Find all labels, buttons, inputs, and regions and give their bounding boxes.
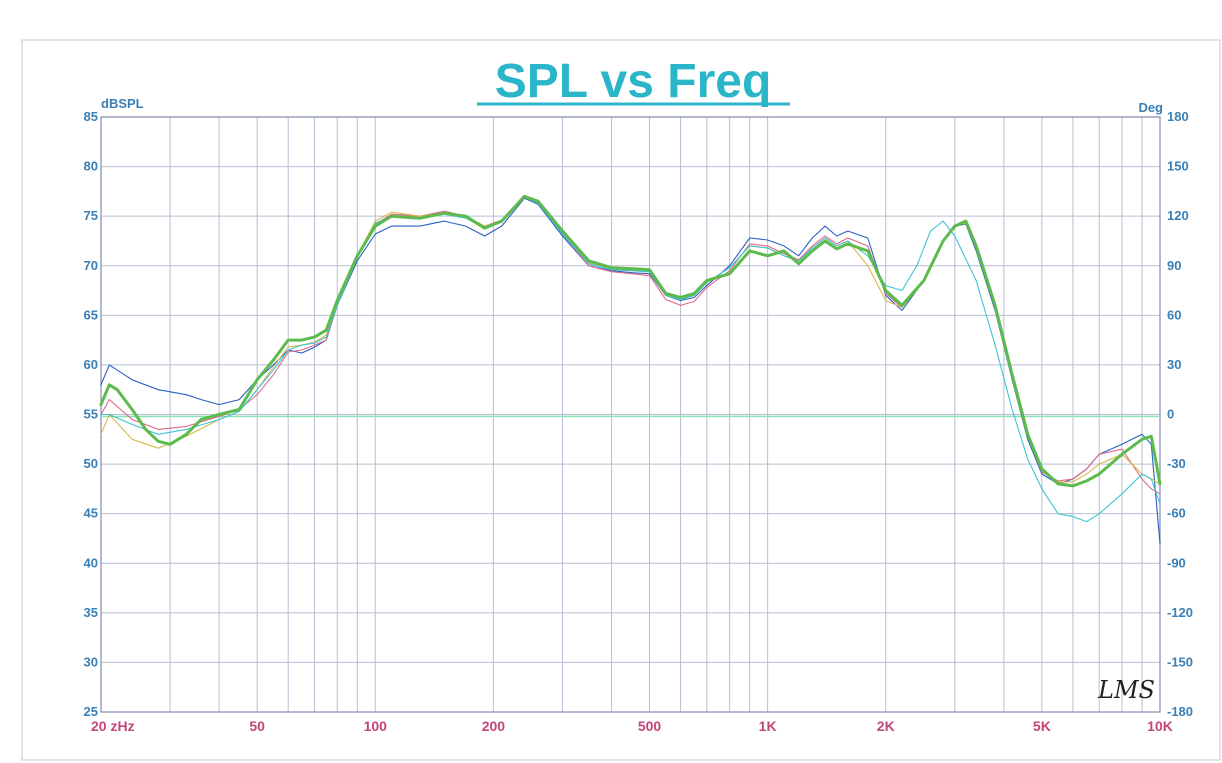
y-tick-label: 65 [84,307,98,322]
series-line-2 [100,197,1161,544]
x-tick-label: 2K [877,718,895,734]
y-tick-label: 70 [84,258,98,273]
y2-tick-label: -90 [1167,555,1186,570]
y2-tick-label: -120 [1167,605,1193,620]
y-tick-label: 30 [84,654,98,669]
y2-tick-label: 180 [1167,109,1189,124]
x-tick-label: 100 [364,718,388,734]
y2-tick-label: 90 [1167,258,1181,273]
y-tick-label: 85 [84,109,98,124]
chart-title: SPL vs Freq [495,55,772,108]
y-tick-label: 40 [84,555,98,570]
x-tick-label: 500 [638,718,662,734]
series-line-4 [100,195,1161,485]
x-tick-label: 10K [1147,718,1173,734]
y-axis-label: dBSPL [101,96,144,111]
y2-tick-label: 120 [1167,208,1189,223]
axis-layer: 85 80 75 70 65 60 55 50 45 40 35 30 25 180 150 120 90 60 3… [84,109,1194,734]
y-tick-label: 60 [84,357,98,372]
y2-tick-label: -150 [1167,654,1193,669]
x-tick-label: 20 zHz [91,718,135,734]
y-tick-label: 50 [84,456,98,471]
x-tick-label: 1K [759,718,777,734]
y-tick-label: 75 [84,208,98,223]
y2-tick-label: -180 [1167,704,1193,719]
y2-axis-label: Deg [1138,100,1163,115]
y-tick-label: 80 [84,159,98,174]
y2-tick-label: 60 [1167,307,1181,322]
y2-tick-label: 30 [1167,357,1181,372]
x-tick-label: 5K [1033,718,1051,734]
y-tick-label: 45 [84,506,98,521]
grid [100,116,1161,713]
y2-tick-label: 150 [1167,159,1189,174]
series-line-3 [100,195,1161,495]
series-line-1 [99,194,1162,488]
x-tick-label: 200 [482,718,506,734]
handwritten-note: LMS [1097,676,1155,704]
y-tick-label: 55 [84,407,98,422]
y-tick-label: 35 [84,605,98,620]
x-tick-label: 50 [249,718,265,734]
series-layer [99,194,1162,544]
y2-tick-label: -60 [1167,506,1186,521]
y2-tick-label: 0 [1167,407,1174,422]
y-tick-label: 25 [84,704,98,719]
y2-tick-label: -30 [1167,456,1186,471]
series-line-5 [100,196,1161,523]
